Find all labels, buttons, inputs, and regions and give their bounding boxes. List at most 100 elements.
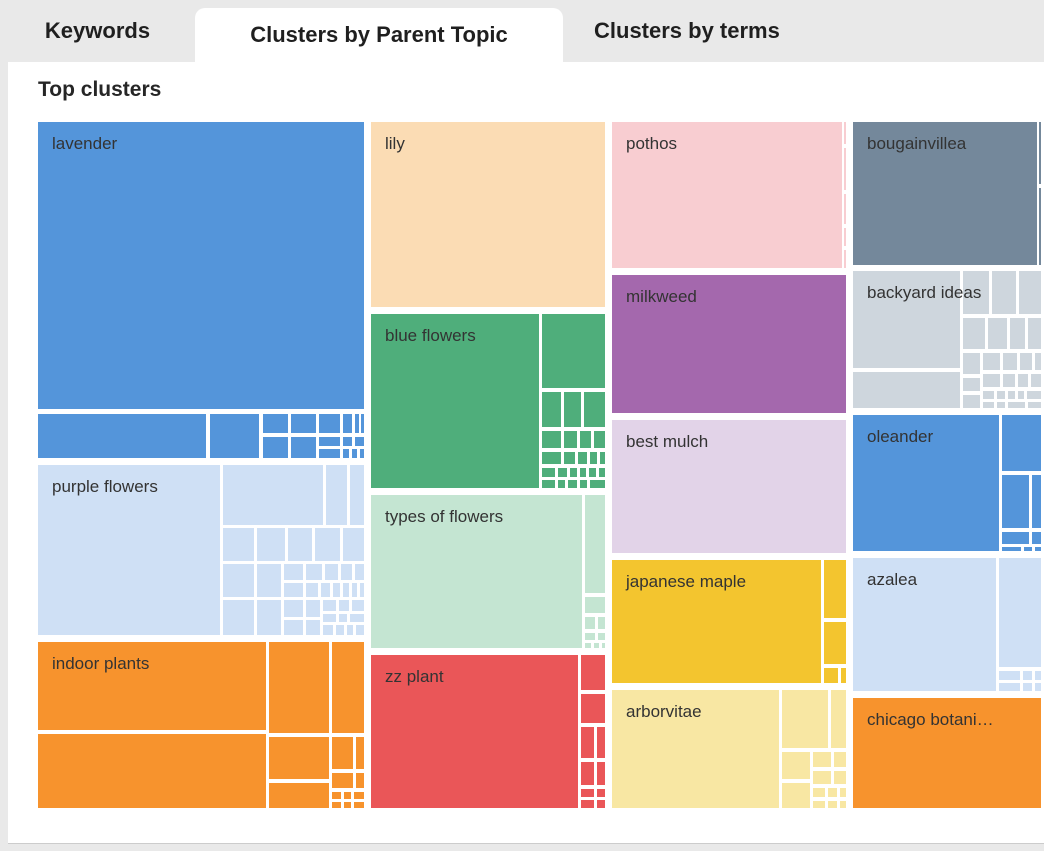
treemap-cell[interactable] [599, 468, 605, 477]
treemap-cell[interactable] [1002, 547, 1021, 551]
treemap-cell[interactable] [306, 564, 322, 580]
treemap-cell[interactable] [257, 528, 285, 561]
treemap-cell[interactable] [347, 625, 353, 635]
treemap-cell[interactable] [828, 801, 837, 808]
treemap-cell[interactable] [570, 468, 577, 477]
treemap-cell[interactable] [1018, 391, 1024, 399]
treemap-cell[interactable] [585, 617, 595, 629]
treemap-cell[interactable] [223, 465, 323, 525]
treemap-cell[interactable] [612, 690, 779, 808]
treemap-cell[interactable] [834, 771, 846, 784]
treemap-cell[interactable] [542, 392, 561, 427]
treemap-cell[interactable] [223, 564, 254, 597]
treemap-cell[interactable] [1008, 391, 1015, 399]
cluster-lily[interactable]: lily [371, 122, 605, 307]
treemap-cell[interactable] [343, 449, 349, 458]
cluster-milkweed[interactable]: milkweed [612, 275, 846, 413]
cluster-azalea[interactable]: azalea [853, 558, 1041, 691]
treemap-cell[interactable] [853, 271, 960, 368]
treemap-cell[interactable] [1002, 415, 1041, 471]
treemap-cell[interactable] [371, 122, 605, 307]
treemap-cell[interactable] [343, 437, 352, 446]
treemap-cell[interactable] [1020, 353, 1032, 370]
treemap-cell[interactable] [597, 800, 605, 808]
treemap-cell[interactable] [983, 374, 1000, 387]
cluster-best-mulch[interactable]: best mulch [612, 420, 846, 553]
cluster-indoor-plants[interactable]: indoor plants [38, 642, 364, 808]
treemap-cell[interactable] [612, 275, 846, 413]
treemap-cell[interactable] [343, 528, 364, 561]
treemap-cell[interactable] [580, 431, 591, 448]
treemap-cell[interactable] [1023, 671, 1032, 680]
treemap-cell[interactable] [581, 694, 605, 723]
treemap-cell[interactable] [568, 480, 577, 488]
treemap-cell[interactable] [597, 762, 605, 785]
treemap-cell[interactable] [355, 564, 364, 580]
treemap-cell[interactable] [983, 402, 994, 408]
treemap-cell[interactable] [263, 437, 288, 458]
treemap-cell[interactable] [269, 642, 329, 733]
treemap-cell[interactable] [542, 468, 555, 477]
treemap-cell[interactable] [581, 727, 594, 758]
treemap-cell[interactable] [1008, 402, 1025, 408]
treemap-cell[interactable] [223, 600, 254, 635]
treemap-cell[interactable] [963, 318, 985, 349]
treemap-cell[interactable] [589, 468, 596, 477]
treemap-cell[interactable] [564, 392, 581, 427]
treemap-cell[interactable] [333, 583, 340, 597]
treemap-cell[interactable] [323, 614, 336, 622]
treemap-cell[interactable] [1002, 475, 1029, 528]
treemap-cell[interactable] [1035, 547, 1041, 551]
treemap-cell[interactable] [1019, 271, 1041, 314]
treemap-cell[interactable] [585, 643, 591, 648]
treemap-cell[interactable] [1035, 353, 1041, 370]
treemap-cell[interactable] [580, 468, 586, 477]
treemap-cell[interactable] [284, 564, 303, 580]
treemap-cell[interactable] [542, 452, 561, 464]
treemap-cell[interactable] [594, 643, 599, 648]
treemap-cell[interactable] [1031, 374, 1041, 387]
treemap-cell[interactable] [1032, 475, 1041, 528]
treemap-cell[interactable] [360, 583, 364, 597]
treemap-cell[interactable] [350, 614, 364, 622]
treemap-cell[interactable] [597, 727, 605, 758]
treemap-cell[interactable] [269, 737, 329, 779]
treemap-cell[interactable] [999, 683, 1020, 691]
treemap-cell[interactable] [323, 600, 336, 611]
treemap-cell[interactable] [38, 465, 220, 635]
treemap-cell[interactable] [343, 583, 349, 597]
treemap-cell[interactable] [853, 558, 996, 691]
treemap-cell[interactable] [844, 122, 846, 144]
treemap-cell[interactable] [813, 801, 825, 808]
treemap-cell[interactable] [1039, 188, 1041, 265]
treemap-cell[interactable] [824, 560, 846, 618]
treemap-cell[interactable] [600, 452, 605, 464]
treemap-cell[interactable] [782, 752, 810, 779]
treemap-cell[interactable] [782, 690, 828, 748]
treemap-cell[interactable] [343, 414, 352, 433]
treemap-cell[interactable] [963, 378, 980, 391]
treemap-cell[interactable] [581, 800, 594, 808]
treemap-cell[interactable] [585, 495, 605, 593]
treemap-cell[interactable] [585, 597, 605, 613]
treemap-cell[interactable] [1035, 671, 1041, 680]
treemap-cell[interactable] [284, 620, 303, 635]
treemap-cell[interactable] [542, 314, 605, 388]
tab-clusters-by-parent-topic[interactable]: Clusters by Parent Topic [195, 8, 563, 62]
treemap-cell[interactable] [1028, 318, 1041, 349]
treemap-cell[interactable] [844, 148, 846, 190]
treemap-cell[interactable] [354, 802, 364, 808]
treemap-cell[interactable] [997, 391, 1005, 399]
treemap-cell[interactable] [288, 528, 312, 561]
cluster-chicago-botanic[interactable]: chicago botani… [853, 698, 1041, 808]
treemap-cell[interactable] [339, 614, 347, 622]
treemap-cell[interactable] [354, 792, 364, 799]
treemap-cell[interactable] [584, 392, 605, 427]
treemap-cell[interactable] [332, 642, 364, 733]
treemap-cell[interactable] [841, 668, 846, 683]
treemap-cell[interactable] [585, 633, 595, 640]
treemap-cell[interactable] [844, 228, 846, 246]
treemap-cell[interactable] [1003, 374, 1015, 387]
treemap-cell[interactable] [352, 600, 364, 611]
treemap-cell[interactable] [853, 415, 999, 551]
